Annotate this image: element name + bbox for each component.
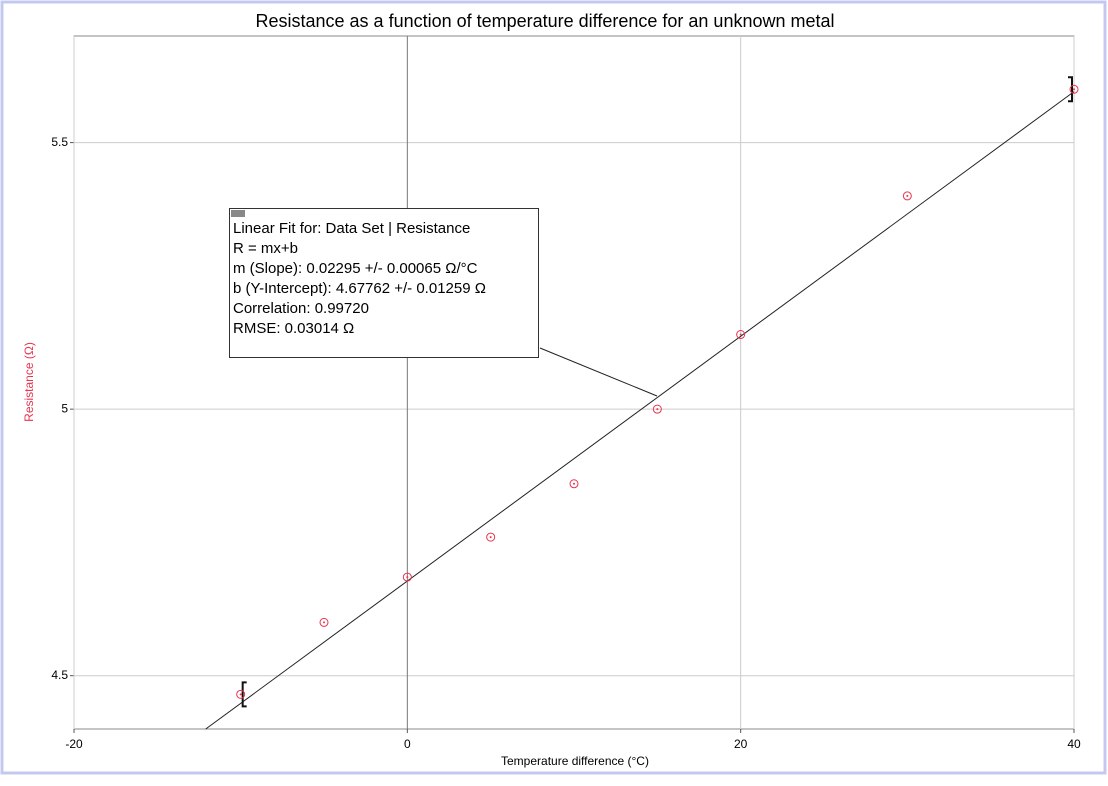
range-bracket	[241, 681, 247, 708]
data-point	[319, 617, 329, 627]
x-tick-label: 0	[404, 737, 411, 751]
fit-slope: m (Slope): 0.02295 +/- 0.00065 Ω/°C	[233, 259, 538, 279]
slope-error: +/- 0.00065 Ω/°C	[364, 260, 478, 277]
data-point	[402, 572, 412, 582]
y-tick-label: 5	[61, 401, 68, 415]
data-point-dot	[573, 482, 575, 485]
x-tick-label: 20	[734, 737, 748, 751]
y-axis-label: Resistance (Ω)	[22, 342, 36, 422]
x-tick-label: -20	[65, 737, 83, 751]
fit-title: Linear Fit for: Data Set | Resistance	[233, 220, 471, 237]
data-point-dot	[906, 194, 909, 197]
plot-frame	[73, 35, 1075, 730]
data-point-dot	[323, 621, 325, 624]
intercept-error: +/- 0.01259 Ω	[394, 280, 486, 297]
fit-rmse: RMSE: 0.03014 Ω	[233, 320, 355, 337]
data-point-dot	[406, 576, 409, 579]
slope-value: 0.02295	[306, 260, 361, 277]
fit-equation: R = mx+b	[233, 240, 299, 257]
data-point	[1069, 84, 1079, 94]
y-tick-label: 4.5	[51, 668, 68, 682]
leader-line	[539, 347, 658, 397]
fit-intercept: b (Y-Intercept): 4.67762 +/- 0.01259 Ω	[233, 279, 538, 299]
x-axis-label: Temperature difference (°C)	[501, 754, 649, 768]
intercept-label: b (Y-Intercept):	[233, 280, 332, 297]
data-point	[569, 479, 579, 489]
intercept-value: 4.67762	[335, 280, 391, 297]
fit-correlation: Correlation: 0.99720	[233, 300, 369, 317]
data-point	[236, 689, 246, 699]
y-tick-label: 5.5	[51, 135, 68, 149]
data-point	[652, 404, 662, 414]
data-point-dot	[739, 333, 742, 336]
slope-label: m (Slope):	[233, 260, 303, 277]
box-icons	[231, 210, 245, 217]
data-point-dot	[656, 408, 659, 411]
data-point	[736, 330, 746, 340]
x-tick-label: 40	[1067, 737, 1081, 751]
data-point	[902, 191, 912, 201]
data-point	[486, 532, 496, 542]
data-point-dot	[239, 693, 242, 696]
range-bracket	[1068, 76, 1073, 103]
fit-line	[205, 91, 1075, 730]
fit-annotation: Linear Fit for: Data Set | Resistance R …	[229, 208, 539, 358]
chart-title: Resistance as a function of temperature …	[256, 11, 835, 31]
data-point-dot	[1073, 88, 1075, 91]
data-point-dot	[489, 536, 492, 539]
